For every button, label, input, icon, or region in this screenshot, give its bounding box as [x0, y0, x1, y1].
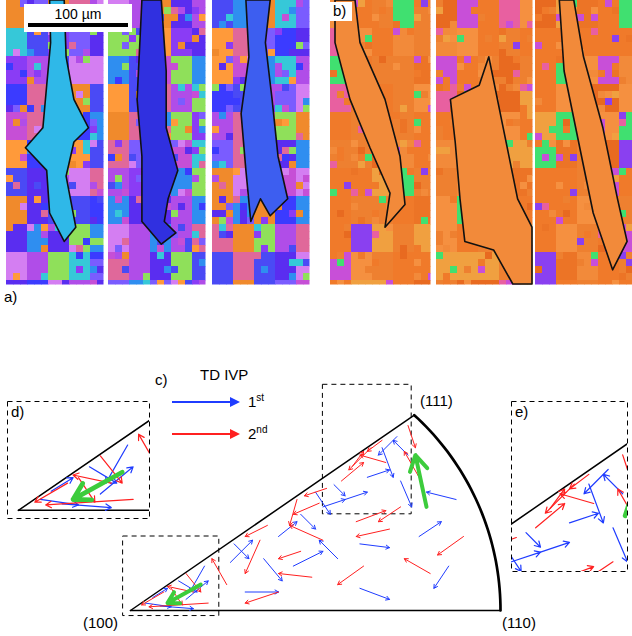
- svg-text:100 µm: 100 µm: [55, 6, 102, 22]
- svg-text:(100): (100): [83, 614, 118, 631]
- svg-text:c): c): [155, 371, 168, 388]
- svg-text:e): e): [515, 403, 528, 420]
- svg-text:b): b): [333, 2, 346, 19]
- svg-text:a): a): [4, 288, 17, 305]
- svg-text:2nd: 2nd: [248, 424, 267, 442]
- svg-text:d): d): [11, 403, 24, 420]
- svg-text:(110): (110): [502, 614, 536, 631]
- svg-text:1st: 1st: [248, 392, 264, 410]
- svg-text:TD IVP: TD IVP: [200, 366, 248, 383]
- svg-text:(111): (111): [420, 392, 453, 409]
